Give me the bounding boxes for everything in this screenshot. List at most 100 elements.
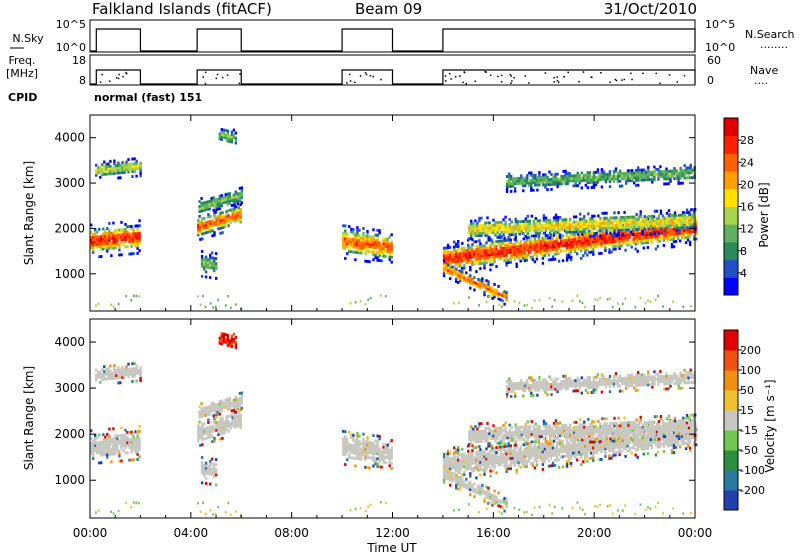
velocity-cell [517, 450, 520, 454]
velocity-cell [477, 450, 480, 454]
power-cell [120, 228, 123, 232]
velocity-cell [503, 442, 506, 446]
velocity-cell [630, 446, 633, 450]
velocity-cell [567, 444, 571, 448]
power-cell [124, 240, 127, 244]
velocity-cell [523, 462, 526, 466]
power-cell [597, 214, 600, 218]
velocity-cell [134, 440, 137, 444]
power-cell [572, 235, 575, 239]
power-cell [526, 219, 529, 223]
power-cell [561, 236, 565, 240]
power-cell [649, 224, 652, 228]
velocity-cell [124, 441, 127, 445]
power-cell [687, 225, 691, 229]
velocity-cell [94, 441, 97, 445]
power-cell [388, 248, 391, 251]
power-cell [573, 223, 576, 226]
power-cell [213, 261, 216, 265]
power-cell [106, 249, 109, 253]
velocity-cell [529, 456, 532, 460]
power-cell [602, 234, 605, 238]
power-cell [560, 220, 564, 224]
velocity-cell [386, 456, 389, 460]
power-cell [523, 249, 526, 252]
power-cell [523, 246, 526, 250]
power-cell [102, 232, 105, 236]
power-cell [358, 233, 361, 237]
power-cell [615, 218, 618, 222]
power-cell [510, 182, 513, 186]
power-cell [237, 211, 240, 215]
power-cell [687, 176, 690, 180]
velocity-cell [116, 444, 119, 448]
power-cell [201, 224, 204, 228]
power-cell [587, 224, 590, 228]
velocity-cell [217, 430, 220, 434]
power-cell [671, 169, 674, 173]
velocity-cell [239, 423, 242, 427]
power-cell [544, 178, 547, 182]
power-cell [633, 228, 636, 231]
velocity-cell [465, 462, 468, 466]
power-cell [237, 208, 240, 212]
power-cell [593, 224, 596, 228]
power-cell [388, 258, 391, 261]
power-cell [622, 241, 625, 245]
power-cell [224, 134, 227, 137]
power-cell [455, 245, 458, 249]
velocity-cell [378, 437, 381, 441]
power-cell [541, 246, 545, 250]
power-cell [463, 276, 466, 280]
power-cell [574, 242, 577, 246]
power-cell [677, 171, 680, 175]
nave-point [553, 76, 555, 79]
power-cell [555, 245, 559, 248]
power-cell [692, 225, 695, 229]
power-cell [556, 226, 560, 229]
power-cell [139, 174, 142, 178]
velocity-cell [213, 468, 216, 471]
power-cell [471, 253, 474, 257]
velocity-cell [672, 441, 676, 444]
velocity-cell [113, 371, 116, 375]
power-cell [525, 248, 528, 252]
velocity-cell [632, 436, 635, 439]
power-cell [507, 248, 510, 252]
power-cell [468, 296, 470, 299]
power-cell [130, 252, 133, 256]
nave-point [509, 73, 511, 76]
velocity-cell [455, 463, 458, 467]
power-cell [457, 245, 460, 248]
velocity-cell [489, 462, 492, 465]
velocity-cell [96, 441, 99, 445]
power-cell [372, 258, 375, 262]
velocity-cell [342, 442, 345, 446]
station-title: Falkland Islands (fitACF) [92, 0, 272, 18]
power-colorbar-segment [724, 171, 738, 190]
power-cell [552, 175, 555, 179]
power-cell [199, 225, 202, 229]
freq-label-line2: [MHz] [6, 67, 38, 80]
power-cell [685, 169, 688, 172]
power-cell [544, 234, 548, 237]
power-cell [627, 215, 630, 219]
power-cell [629, 230, 632, 234]
power-cell [228, 140, 231, 143]
power-cell [653, 178, 656, 181]
power-cell [681, 218, 685, 222]
power-cell [657, 214, 661, 218]
power-cell [215, 218, 218, 221]
velocity-cell [230, 342, 234, 346]
power-cell [533, 245, 537, 249]
power-cell [348, 240, 351, 243]
velocity-cell [481, 458, 484, 461]
velocity-cell [465, 465, 468, 468]
power-cell [101, 163, 104, 167]
velocity-cell [219, 437, 222, 441]
power-cell [572, 238, 575, 241]
power-cell [679, 181, 682, 185]
power-cell [554, 182, 557, 186]
power-cell [449, 251, 452, 254]
